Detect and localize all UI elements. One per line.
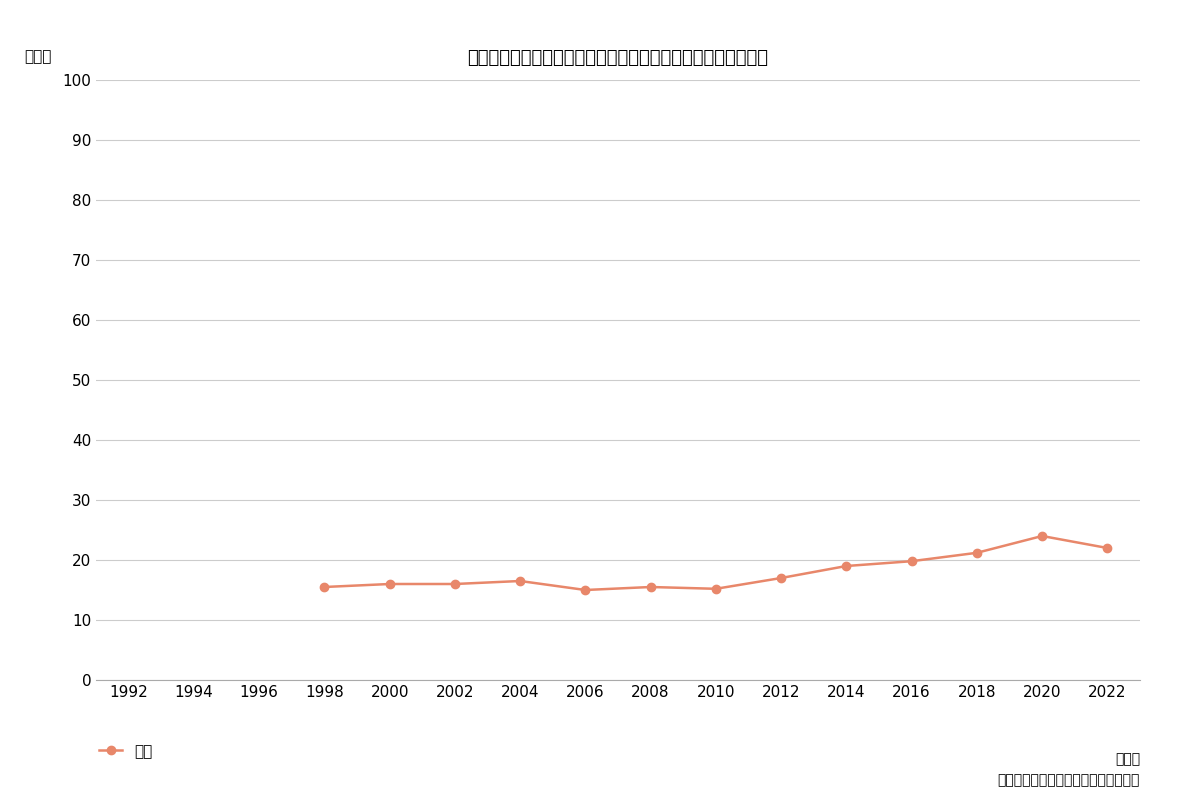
Title: コンビニエンスストアの食品は自分の食生活には必要だと思う: コンビニエンスストアの食品は自分の食生活には必要だと思う bbox=[468, 50, 768, 67]
Text: （博報堂生活総研「生活定点」調査）: （博報堂生活総研「生活定点」調査） bbox=[997, 773, 1140, 787]
Legend: 全体: 全体 bbox=[94, 738, 158, 766]
Text: （年）: （年） bbox=[1115, 752, 1140, 766]
Text: （％）: （％） bbox=[24, 49, 52, 64]
